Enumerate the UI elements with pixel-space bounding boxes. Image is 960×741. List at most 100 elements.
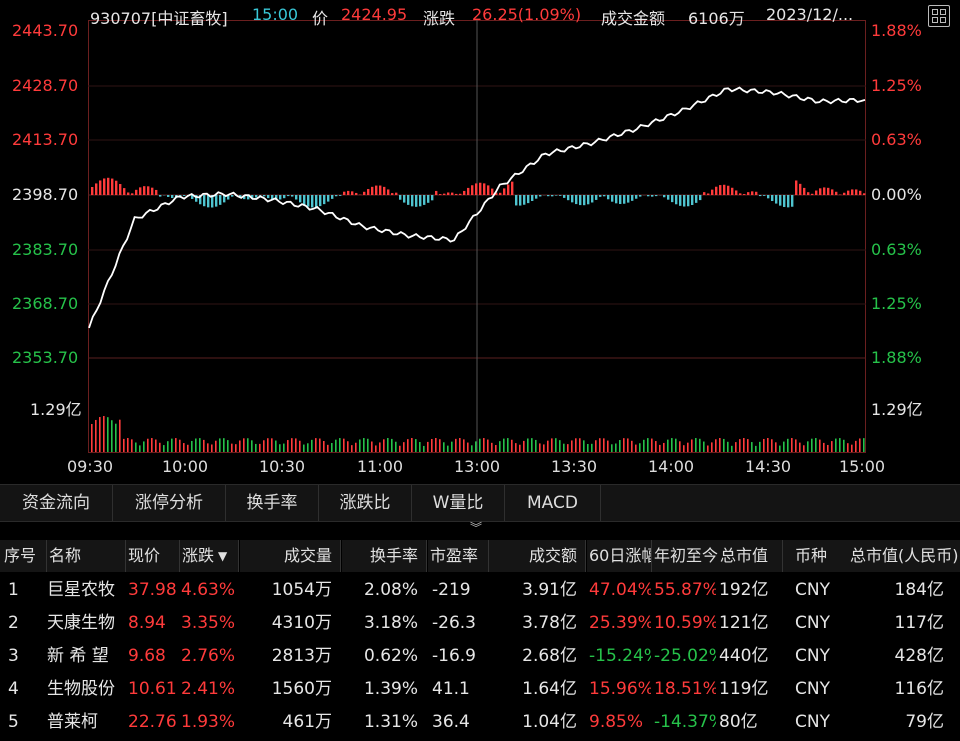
flow-bar xyxy=(91,187,94,195)
flow-bar xyxy=(675,195,678,205)
flow-bar xyxy=(251,195,254,199)
flow-bar xyxy=(559,195,562,196)
volume-bar xyxy=(147,438,149,452)
volume-bar xyxy=(383,439,385,452)
expand-chevron-icon[interactable]: ︾ xyxy=(470,521,483,535)
stock-turnover: 2.08% xyxy=(363,580,418,600)
flow-bar xyxy=(651,195,654,197)
volume-bar xyxy=(371,441,373,452)
volume-bar xyxy=(427,441,429,452)
volume-bar xyxy=(639,443,641,452)
volume-bar xyxy=(627,438,629,452)
stock-market-cap-cny: 116亿 xyxy=(894,679,944,699)
flow-bar xyxy=(627,195,630,203)
tab-turnover-rate[interactable]: 换手率 xyxy=(226,485,319,521)
flow-bar xyxy=(859,190,862,195)
flow-bar xyxy=(303,195,306,205)
grid-menu-icon[interactable] xyxy=(928,5,950,27)
col-header-currency[interactable]: 币种 xyxy=(783,540,858,572)
flow-bar xyxy=(611,195,614,202)
flow-bar xyxy=(231,195,234,197)
flow-bar xyxy=(619,195,622,205)
chart-canvas[interactable] xyxy=(0,0,960,484)
col-header-amount[interactable]: 成交额 xyxy=(489,540,586,572)
volume-bar xyxy=(335,439,337,452)
col-header-pe[interactable]: 市盈率 xyxy=(428,540,489,572)
stock-amount: 1.04亿 xyxy=(522,712,577,732)
col-header-price[interactable]: 现价 xyxy=(126,540,180,572)
col-header-volume[interactable]: 成交量 xyxy=(240,540,341,572)
flow-bar xyxy=(379,185,382,195)
flow-bar xyxy=(195,195,198,202)
stock-market-cap: 440亿 xyxy=(719,646,769,666)
tab-w-volume-ratio[interactable]: W量比 xyxy=(412,485,505,521)
stock-60d-change: -15.24% xyxy=(589,646,651,666)
flow-bar xyxy=(467,187,470,195)
col-header-market-cap-cny[interactable]: 总市值(人民币) xyxy=(848,540,960,572)
stock-volume: 4310万 xyxy=(271,613,332,633)
volume-bar xyxy=(807,441,809,452)
volume-bar xyxy=(135,442,137,452)
y-left-label: 2383.70 xyxy=(12,240,79,259)
flow-bar xyxy=(323,195,326,205)
volume-bar xyxy=(731,445,733,452)
table-row[interactable]: 1 巨星农牧 37.98 4.63% 1054万 2.08% -219 3.91亿 47.04%… xyxy=(0,574,960,607)
volume-bar xyxy=(231,443,233,452)
volume-bar xyxy=(551,438,553,452)
col-header-market-cap[interactable]: 总市值 xyxy=(718,540,783,572)
sort-desc-icon[interactable]: ▼ xyxy=(218,540,239,572)
volume-bar xyxy=(831,441,833,452)
col-header-name[interactable]: 名称 xyxy=(47,540,126,572)
volume-bar xyxy=(267,438,269,452)
intraday-chart[interactable]: 930707[中证畜牧] 15:00 价 2424.95 涨跌 26.25(1.… xyxy=(0,0,960,484)
volume-bar xyxy=(331,443,333,452)
table-row[interactable]: 5 普莱柯 22.76 1.93% 461万 1.31% 36.4 1.04亿 9.85% -14… xyxy=(0,706,960,739)
flow-bar xyxy=(107,177,110,195)
volume-bar xyxy=(527,438,529,452)
flow-bar xyxy=(103,178,106,195)
volume-bar xyxy=(287,440,289,452)
col-header-index[interactable]: 序号 xyxy=(0,540,47,572)
col-header-60d-change[interactable]: 60日涨幅 xyxy=(587,540,652,572)
flow-bar xyxy=(147,186,150,195)
row-index: 5 xyxy=(8,712,19,732)
flow-bar xyxy=(123,188,126,195)
table-row[interactable]: 3 新 希 望 9.68 2.76% 2813万 0.62% -16.9 2.68亿 -15.2… xyxy=(0,640,960,673)
flow-bar xyxy=(539,195,542,197)
flow-bar xyxy=(363,191,366,195)
price-line xyxy=(88,86,866,329)
stock-60d-change: 25.39% xyxy=(589,613,651,633)
y-right-label: 0.63% xyxy=(871,130,922,149)
volume-bar xyxy=(575,438,577,452)
table-row[interactable]: 4 生物股份 10.61 2.41% 1560万 1.39% 41.1 1.64亿 15.96%… xyxy=(0,673,960,706)
table-row[interactable]: 2 天康生物 8.94 3.35% 4310万 3.18% -26.3 3.78亿 25.39%… xyxy=(0,607,960,640)
y-right-label: 0.63% xyxy=(871,240,922,259)
flow-bar xyxy=(351,191,354,195)
tab-rise-fall-ratio[interactable]: 涨跌比 xyxy=(319,485,412,521)
capital-flow-bars xyxy=(91,177,866,208)
flow-bar xyxy=(355,192,358,195)
stock-pe: 36.4 xyxy=(432,712,470,732)
amount-label: 成交金额 xyxy=(601,9,666,28)
flow-bar xyxy=(587,195,590,205)
volume-bar xyxy=(351,445,353,452)
flow-bar xyxy=(535,195,538,199)
volume-bar xyxy=(303,444,305,452)
flow-bar xyxy=(191,195,194,199)
volume-bar xyxy=(191,440,193,452)
flow-bar xyxy=(723,184,726,195)
volume-bar xyxy=(799,442,801,452)
tab-limit-up-analysis[interactable]: 涨停分析 xyxy=(113,485,226,521)
tab-macd[interactable]: MACD xyxy=(505,485,601,521)
volume-bar xyxy=(487,439,489,452)
indicator-tabs: 资金流向 涨停分析 换手率 涨跌比 W量比 MACD xyxy=(0,484,960,522)
volume-bar xyxy=(747,439,749,452)
col-header-change[interactable]: 涨跌 xyxy=(180,540,218,572)
flow-bar xyxy=(551,195,554,197)
col-header-ytd-change[interactable]: 年初至今 xyxy=(652,540,719,572)
volume-bar xyxy=(323,440,325,452)
col-header-turnover[interactable]: 换手率 xyxy=(342,540,427,572)
volume-bar xyxy=(555,438,557,452)
flow-bar xyxy=(211,195,214,208)
tab-capital-flow[interactable]: 资金流向 xyxy=(0,485,113,521)
